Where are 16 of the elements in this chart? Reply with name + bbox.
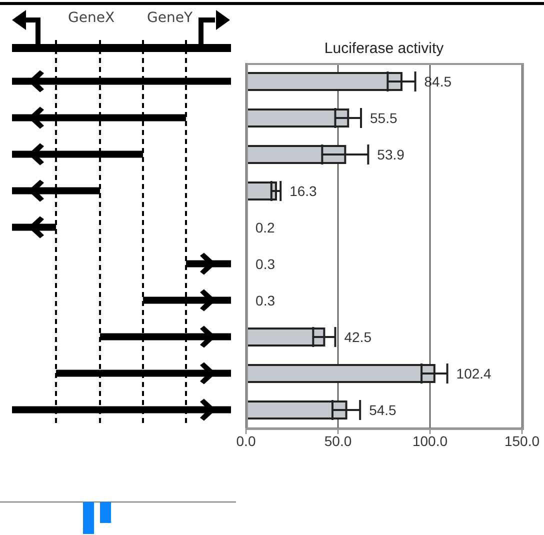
text: GeneY xyxy=(145,10,194,26)
x-tick-label: 100.0 xyxy=(412,432,448,449)
data-label: 0.3 xyxy=(256,256,276,272)
x-tick-label: 0.0 xyxy=(236,432,256,449)
text: GeneX xyxy=(66,10,117,26)
data-label: 0.3 xyxy=(256,292,276,308)
data-label: 16.3 xyxy=(290,183,318,199)
x-tick-label: 150.0 xyxy=(504,432,540,449)
x-tick-label: 50.0 xyxy=(324,432,352,449)
data-label: 42.5 xyxy=(344,329,372,345)
data-label: 55.5 xyxy=(370,110,398,126)
data-label: 0.2 xyxy=(255,220,276,236)
chart-title: Luciferase activity xyxy=(323,40,445,57)
data-label: 102.4 xyxy=(456,366,492,382)
data-label: 54.5 xyxy=(369,402,397,418)
data-label: 53.9 xyxy=(377,146,405,162)
